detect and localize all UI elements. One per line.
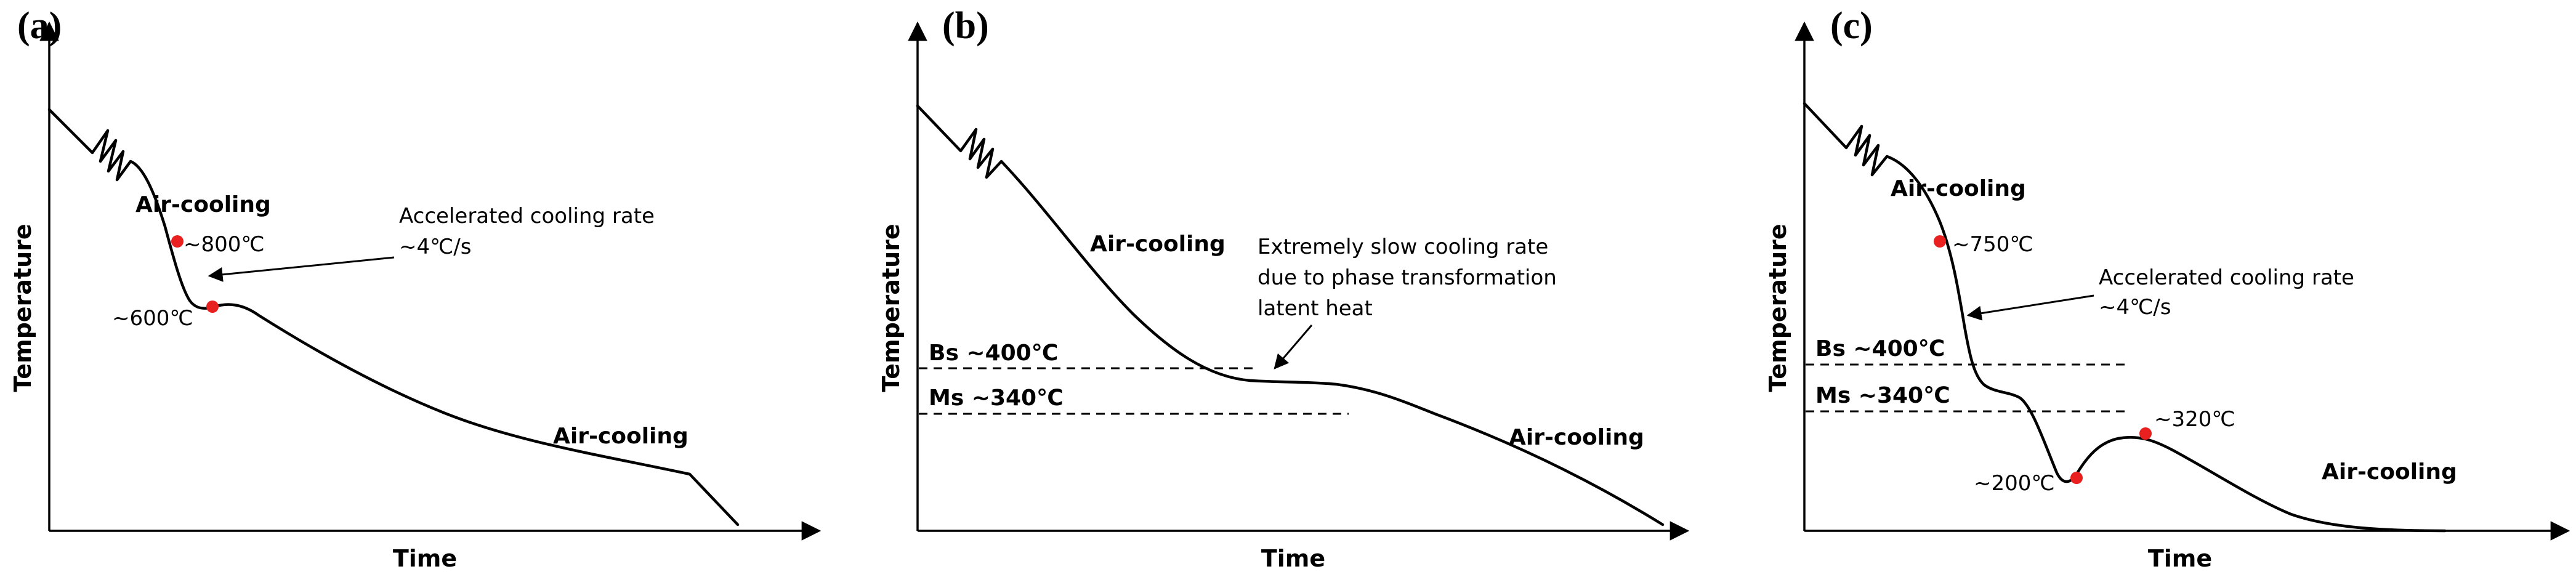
panel-c-ms-label: Ms ~340℃	[1815, 383, 1950, 408]
panel-c-cooling-curve	[1803, 102, 2447, 533]
panel-a-letter: (a)	[17, 5, 62, 47]
panel-a: (a) Temperature Time Air-cooling ~800℃ ~…	[9, 5, 822, 572]
panel-a-note-line1: Accelerated cooling rate	[399, 204, 655, 228]
panel-a-point-low-label: ~600℃	[112, 306, 193, 331]
panel-a-point-high-label: ~800℃	[184, 232, 265, 257]
panel-a-x-label: Time	[393, 545, 457, 572]
panel-c-point-high-label: ~750℃	[1952, 232, 2033, 257]
panel-b: (b) Temperature Time Air-cooling Extreme…	[878, 5, 1690, 572]
panel-b-note-arrow	[1274, 325, 1313, 369]
panel-c-point-min-label: ~200℃	[1974, 471, 2055, 496]
panel-b-air-cooling-top: Air-cooling	[1090, 232, 1225, 257]
panel-a-note-line2: ~4℃/s	[399, 235, 471, 259]
panel-c-point-reheat-label: ~320℃	[2154, 407, 2235, 432]
panel-c-note-arrow	[1966, 294, 2094, 321]
panel-a-cooling-curve	[47, 108, 740, 527]
panel-a-y-label: Temperature	[9, 224, 36, 392]
panel-b-note-line3: latent heat	[1258, 296, 1373, 321]
panel-a-point-600	[206, 301, 219, 313]
panel-b-x-label: Time	[1261, 545, 1325, 572]
panel-c-air-cooling-bottom: Air-cooling	[2322, 459, 2457, 485]
panel-c: (c) Temperature Time Air-cooling ~750℃ A…	[1764, 5, 2570, 572]
panel-a-point-800	[171, 235, 184, 248]
panel-c-point-200	[2070, 472, 2083, 484]
panel-c-letter: (c)	[1830, 5, 1873, 47]
panel-a-air-cooling-bottom: Air-cooling	[553, 424, 688, 449]
panel-b-y-label: Temperature	[878, 224, 905, 392]
panel-c-note-line2: ~4℃/s	[2099, 295, 2171, 320]
panel-b-ms-label: Ms ~340℃	[929, 385, 1064, 411]
panel-b-air-cooling-bottom: Air-cooling	[1509, 425, 1644, 450]
panel-b-cooling-curve	[916, 104, 1665, 527]
panel-b-note-line2: due to phase transformation	[1258, 265, 1557, 290]
panel-a-air-cooling-top: Air-cooling	[135, 192, 271, 217]
panel-c-note-line1: Accelerated cooling rate	[2099, 265, 2354, 290]
panel-a-note-arrow	[208, 256, 395, 282]
panel-b-note-line1: Extremely slow cooling rate	[1258, 235, 1548, 259]
panel-c-air-cooling-top: Air-cooling	[1891, 176, 2026, 201]
panel-b-letter: (b)	[942, 5, 989, 47]
panel-c-point-320	[2139, 427, 2152, 440]
panel-c-point-750	[1934, 235, 1946, 248]
panel-c-x-label: Time	[2148, 545, 2212, 572]
panel-b-bs-label: Bs ~400℃	[929, 341, 1058, 366]
panel-c-bs-label: Bs ~400℃	[1815, 336, 1945, 361]
panel-c-y-label: Temperature	[1764, 224, 1791, 392]
